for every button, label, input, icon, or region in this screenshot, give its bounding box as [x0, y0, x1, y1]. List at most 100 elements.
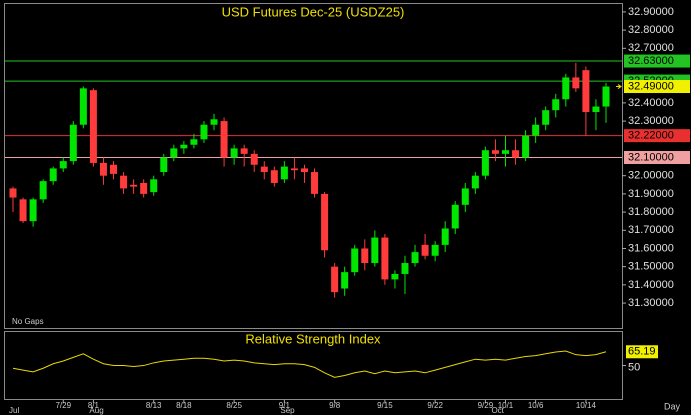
y-tick-label: 31.90000: [628, 188, 674, 200]
candle-body: [300, 168, 308, 173]
candle-body: [280, 166, 288, 180]
y-tick-label: 32.30000: [628, 115, 674, 127]
candle-body: [180, 144, 188, 149]
candle-body: [481, 150, 489, 176]
candle-body: [371, 237, 379, 264]
candle-body: [501, 150, 509, 154]
candle-body: [130, 184, 138, 187]
candle-body: [170, 148, 178, 158]
x-tick-label: 8/25: [226, 401, 242, 410]
y-tick-label: 32.90000: [628, 6, 674, 18]
candle-body: [512, 150, 520, 158]
candle-body: [270, 170, 278, 183]
level-box: [624, 129, 690, 143]
candle-body: [89, 90, 97, 163]
y-tick-label: 31.70000: [628, 224, 674, 236]
candle-body: [552, 99, 560, 111]
level-box: [624, 54, 690, 68]
x-tick-label: 10/1: [498, 401, 514, 410]
candle-body: [260, 166, 268, 173]
y-tick-label: 32.00000: [628, 170, 674, 182]
candle-body: [99, 162, 107, 176]
rsi-line: [12, 350, 607, 378]
candle-body: [160, 157, 168, 173]
x-tick-label: 9/22: [427, 401, 443, 410]
level-box: [624, 150, 690, 164]
candle-body: [421, 244, 429, 256]
candle-body: [120, 175, 128, 189]
candle-body: [401, 263, 409, 274]
candle-body: [391, 273, 399, 280]
candle-body: [381, 237, 389, 280]
x-tick-label: 9/15: [377, 401, 393, 410]
y-tick-label: 31.50000: [628, 261, 674, 273]
candle-body: [190, 139, 198, 145]
rsi-title: Relative Strength Index: [245, 331, 381, 346]
level-label: 32.63000: [628, 55, 674, 67]
candle-body: [240, 148, 248, 154]
month-label: Oct: [491, 406, 504, 415]
last-price-box: [624, 80, 690, 94]
candle-body: [79, 88, 87, 125]
candle-body: [602, 86, 610, 107]
y-tick-label: 32.70000: [628, 42, 674, 54]
candle-body: [441, 228, 449, 245]
candle-body: [522, 135, 530, 158]
candle-body: [331, 266, 339, 293]
candle-body: [69, 124, 77, 162]
y-tick-label: 32.80000: [628, 24, 674, 36]
candle-body: [411, 252, 419, 264]
candle-body: [572, 77, 580, 89]
price-panel: [4, 3, 623, 329]
candle-body: [49, 168, 57, 182]
y-tick-label: 31.60000: [628, 242, 674, 254]
x-tick-label: 9/29: [478, 401, 494, 410]
candle-body: [451, 204, 459, 229]
month-label: Jul: [9, 406, 19, 415]
x-tick-label: 9/8: [329, 401, 341, 410]
candle-body: [290, 168, 298, 171]
candle-body: [471, 175, 479, 189]
note: No Gaps: [12, 317, 44, 326]
y-tick-label: 31.40000: [628, 279, 674, 291]
x-tick-label: 8/1: [88, 401, 100, 410]
candle-body: [461, 188, 469, 205]
x-tick-label: 9/1: [279, 401, 291, 410]
candle-body: [361, 248, 369, 264]
y-tick-label: 31.30000: [628, 297, 674, 309]
candle-body: [200, 124, 208, 140]
x-tick-label: 7/29: [55, 401, 71, 410]
y-tick-label: 50: [628, 361, 640, 373]
candle-body: [140, 182, 148, 194]
candle-body: [532, 124, 540, 136]
last-price-arrow: [616, 84, 622, 89]
candle-body: [210, 119, 218, 125]
month-label: Aug: [89, 406, 103, 415]
x-unit: Day: [664, 401, 681, 411]
candle-body: [19, 199, 27, 222]
candle-body: [39, 181, 47, 200]
last-price-label: 32.49000: [628, 80, 674, 92]
chart-title: USD Futures Dec-25 (USDZ25): [222, 4, 405, 19]
y-tick-label: 32.40000: [628, 97, 674, 109]
rsi-value-label: 65.19: [628, 346, 656, 358]
candle-body: [150, 179, 158, 193]
x-tick-label: 10/6: [528, 401, 544, 410]
x-tick-label: 8/13: [146, 401, 162, 410]
candle-body: [59, 161, 67, 169]
candle-body: [311, 172, 319, 194]
x-tick-label: 8/18: [176, 401, 192, 410]
candle-body: [351, 248, 359, 273]
level-label: 32.22000: [628, 130, 674, 142]
candle-body: [491, 150, 499, 154]
candle-body: [321, 193, 329, 251]
level-label: 32.10000: [628, 151, 674, 163]
candle-body: [582, 70, 590, 112]
x-tick-label: 10/14: [576, 401, 597, 410]
candle-body: [341, 272, 349, 289]
rsi-value-box: [626, 345, 658, 359]
candle-body: [230, 148, 238, 158]
